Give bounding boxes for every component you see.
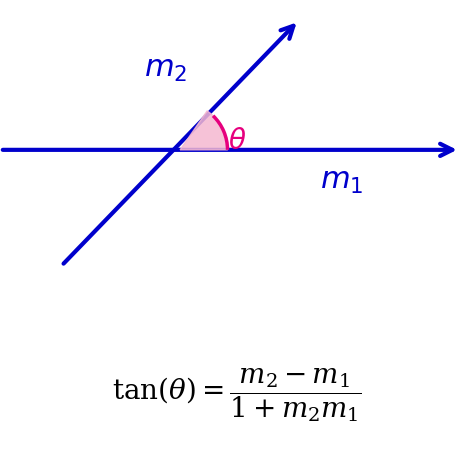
Text: $m_1$: $m_1$: [319, 165, 363, 196]
Text: $\theta$: $\theta$: [228, 128, 246, 155]
Text: $m_2$: $m_2$: [144, 53, 188, 84]
Text: $\tan(\theta) = \dfrac{m_2 - m_1}{1 + m_2 m_1}$: $\tan(\theta) = \dfrac{m_2 - m_1}{1 + m_…: [112, 366, 362, 424]
Polygon shape: [180, 111, 228, 150]
